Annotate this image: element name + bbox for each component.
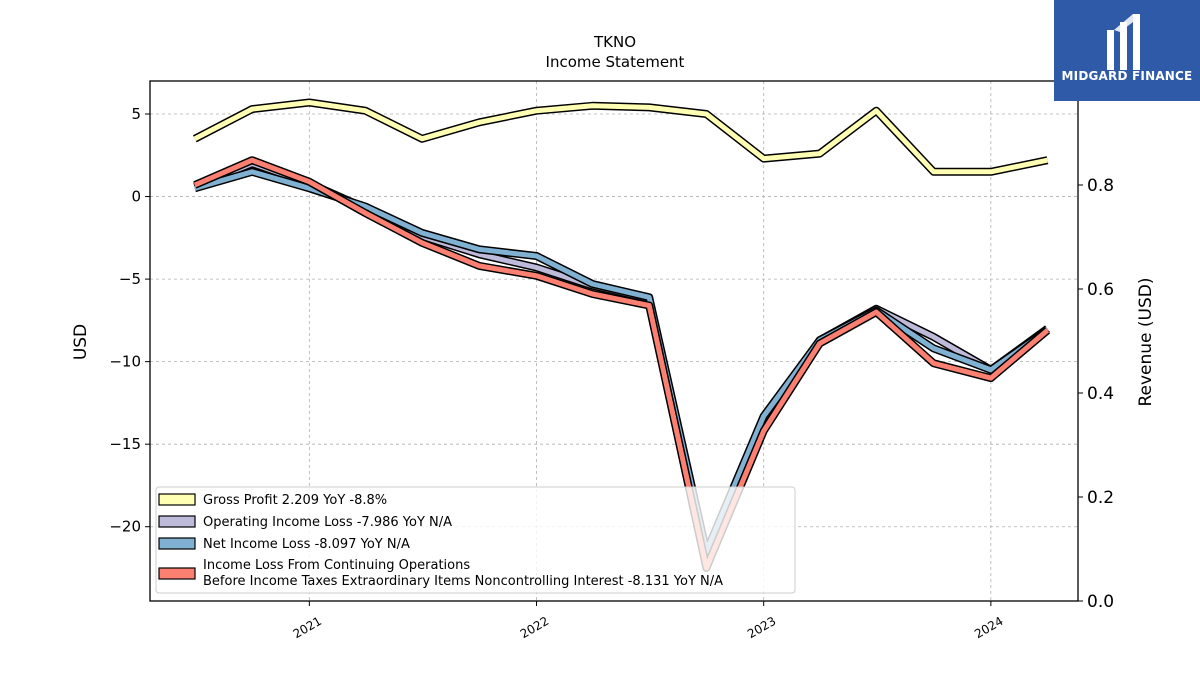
y-tick-label: 5 bbox=[131, 105, 141, 123]
series-income-loss-continuing-ops bbox=[193, 156, 1051, 572]
x-tick-label: 2021 bbox=[291, 614, 324, 641]
logo-text: MIDGARD FINANCE bbox=[1061, 69, 1193, 83]
y-tick-label: −5 bbox=[119, 270, 141, 288]
chart-title: TKNO bbox=[593, 33, 636, 51]
legend-label-income-loss-continuing-ops-line2: Before Income Taxes Extraordinary Items … bbox=[203, 574, 723, 589]
y2-tick-label: 0.2 bbox=[1087, 488, 1114, 508]
y2-axis-label: Revenue (USD) bbox=[1136, 277, 1156, 406]
series-layer bbox=[192, 98, 1051, 572]
legend-swatch-operating-income-loss bbox=[158, 515, 196, 528]
legend-box bbox=[155, 486, 796, 594]
legend-label-gross-profit: Gross Profit 2.209 YoY -8.8% bbox=[203, 493, 387, 508]
x-tick-label: 2023 bbox=[745, 614, 778, 641]
legend-swatch-gross-profit bbox=[158, 493, 196, 506]
series-income-loss-continuing-ops-line bbox=[193, 157, 1050, 571]
series-gross-profit-outline bbox=[192, 98, 1049, 176]
legend: Gross Profit 2.209 YoY -8.8% Operating I… bbox=[155, 486, 796, 594]
legend-label-operating-income-loss: Operating Income Loss -7.986 YoY N/A bbox=[203, 515, 452, 530]
legend-label-income-loss-continuing-ops-line1: Income Loss From Continuing Operations bbox=[203, 558, 470, 573]
y2-tick-label: 0.8 bbox=[1087, 176, 1114, 196]
brand-logo: MIDGARD FINANCE bbox=[1054, 0, 1200, 101]
series-gross-profit bbox=[192, 98, 1049, 176]
legend-swatch-income-loss-continuing-ops bbox=[158, 567, 196, 580]
chart-subtitle: Income Statement bbox=[546, 53, 685, 71]
y-tick-label: −20 bbox=[109, 518, 141, 536]
x-tick-label: 2022 bbox=[518, 614, 551, 641]
y2-tick-label: 0.6 bbox=[1087, 280, 1114, 300]
legend-label-net-income-loss: Net Income Loss -8.097 YoY N/A bbox=[203, 537, 410, 552]
y-tick-label: 0 bbox=[131, 188, 141, 206]
y-tick-label: −15 bbox=[109, 435, 141, 453]
plot-frame bbox=[149, 80, 1079, 602]
series-gross-profit-line bbox=[193, 100, 1049, 175]
x-tick-label: 2024 bbox=[972, 614, 1005, 641]
y-tick-label: −10 bbox=[109, 353, 141, 371]
y2-tick-label: 0.0 bbox=[1087, 592, 1114, 612]
legend-swatch-net-income-loss bbox=[158, 537, 196, 550]
midgard-logo-mark-icon bbox=[1107, 14, 1140, 70]
y-axis-label: USD bbox=[71, 324, 91, 360]
y2-tick-label: 0.4 bbox=[1087, 384, 1114, 404]
